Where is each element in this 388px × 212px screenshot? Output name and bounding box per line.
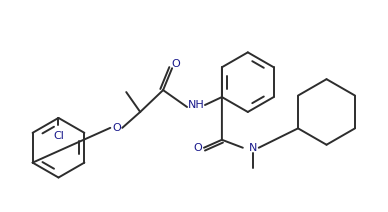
Text: NH: NH xyxy=(188,100,204,110)
Text: Cl: Cl xyxy=(53,131,64,141)
Text: O: O xyxy=(194,143,203,153)
Text: O: O xyxy=(171,59,180,69)
Text: N: N xyxy=(249,143,257,153)
Text: O: O xyxy=(112,123,121,133)
